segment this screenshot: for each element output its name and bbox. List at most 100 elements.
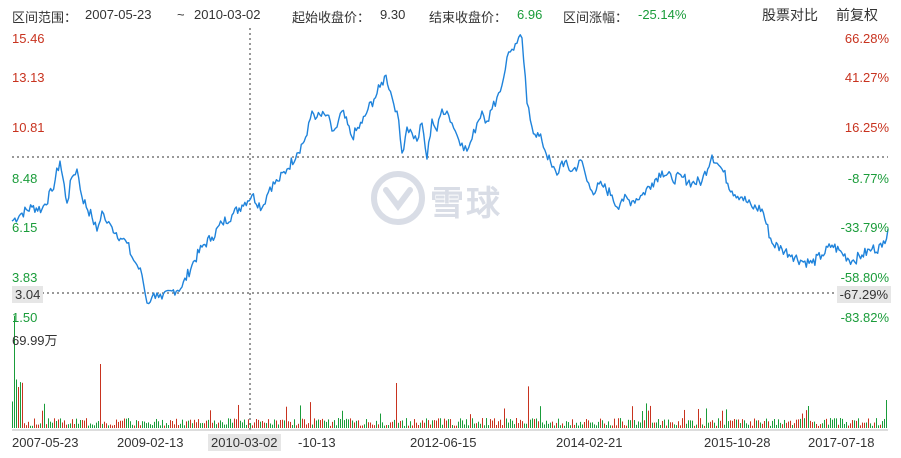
- volume-bar: [556, 422, 557, 428]
- volume-bar: [692, 420, 693, 428]
- volume-bar: [628, 419, 629, 428]
- volume-bar: [418, 425, 419, 428]
- volume-bar: [500, 419, 501, 428]
- volume-bar: [262, 421, 263, 428]
- volume-bar: [328, 419, 329, 428]
- volume-bar: [342, 410, 343, 428]
- volume-bar: [178, 425, 179, 428]
- volume-bar: [814, 421, 815, 428]
- volume-bar: [272, 424, 273, 428]
- volume-bar: [816, 423, 817, 428]
- start-close-label: 起始收盘价：: [292, 10, 371, 25]
- volume-bar: [402, 420, 403, 428]
- volume-bar: [704, 425, 705, 428]
- volume-bar: [664, 419, 665, 428]
- volume-bar: [346, 418, 347, 428]
- forward-adjust-button[interactable]: 前复权: [836, 7, 878, 23]
- volume-bar: [196, 422, 197, 428]
- volume-bar: [642, 411, 643, 428]
- volume-bar: [340, 419, 341, 428]
- volume-bar: [170, 420, 171, 428]
- volume-bar: [720, 420, 721, 428]
- change-value: -25.14%: [638, 7, 687, 22]
- volume-bar: [710, 421, 711, 428]
- volume-bar: [112, 425, 113, 428]
- volume-bar: [504, 408, 505, 428]
- volume-bar: [712, 420, 713, 428]
- volume-bar: [194, 419, 195, 428]
- volume-bar: [70, 423, 71, 428]
- volume-bar: [498, 421, 499, 428]
- volume-bar: [460, 418, 461, 428]
- volume-bar: [564, 425, 565, 428]
- volume-bar: [122, 420, 123, 428]
- volume-bar: [384, 425, 385, 428]
- volume-bar: [54, 418, 55, 428]
- volume-bar: [786, 422, 787, 428]
- volume-bar: [14, 315, 15, 428]
- x-axis-tick: 2014-02-21: [556, 435, 623, 450]
- y-right-tick: 66.28%: [844, 31, 889, 46]
- volume-bar: [432, 420, 433, 428]
- volume-bar: [52, 422, 53, 428]
- volume-bar: [724, 424, 725, 428]
- volume-bar: [286, 406, 287, 428]
- volume-bar: [108, 425, 109, 428]
- volume-bar: [220, 420, 221, 428]
- volume-bar: [434, 420, 435, 428]
- volume-bar: [322, 418, 323, 428]
- volume-bar: [406, 418, 407, 428]
- volume-bar: [100, 364, 101, 428]
- volume-bar: [638, 421, 639, 428]
- volume-bar: [216, 424, 217, 428]
- volume-max-label: 69.99万: [12, 333, 58, 348]
- volume-bar: [560, 425, 561, 428]
- volume-bar: [318, 419, 319, 428]
- volume-bar: [368, 422, 369, 428]
- volume-bar: [250, 423, 251, 428]
- volume-bar: [836, 418, 837, 428]
- volume-bar: [548, 423, 549, 428]
- x-axis-tick: 2007-05-23: [12, 435, 79, 450]
- volume-bar: [802, 413, 803, 428]
- volume-bar: [356, 420, 357, 428]
- volume-bar: [294, 419, 295, 428]
- volume-bar: [838, 424, 839, 428]
- volume-bar: [566, 421, 567, 428]
- volume-bar: [582, 424, 583, 428]
- volume-bar: [690, 420, 691, 428]
- volume-bar: [876, 418, 877, 428]
- start-close-value: 9.30: [380, 7, 406, 22]
- volume-bar: [592, 422, 593, 428]
- volume-bar: [792, 425, 793, 428]
- volume-bar: [320, 420, 321, 428]
- volume-bar: [740, 423, 741, 428]
- volume-bar: [120, 420, 121, 428]
- volume-bar: [104, 421, 105, 428]
- volume-bar: [850, 423, 851, 428]
- volume-bar: [138, 421, 139, 428]
- volume-bar: [84, 420, 85, 428]
- volume-bar: [142, 421, 143, 428]
- volume-bar: [28, 421, 29, 428]
- volume-bar: [656, 422, 657, 428]
- volume-bar: [546, 420, 547, 428]
- volume-bar: [180, 423, 181, 428]
- volume-bar: [468, 425, 469, 428]
- volume-bar: [596, 425, 597, 428]
- volume-bar: [266, 423, 267, 428]
- volume-bar: [790, 420, 791, 428]
- volume-bar: [190, 419, 191, 428]
- volume-bar: [316, 420, 317, 428]
- volume-bar: [206, 420, 207, 428]
- volume-bar: [572, 419, 573, 428]
- volume-bar: [604, 423, 605, 428]
- volume-bar: [746, 423, 747, 428]
- volume-bar: [310, 402, 311, 428]
- volume-bar: [526, 423, 527, 428]
- volume-bar: [344, 420, 345, 428]
- end-close-value: 6.96: [517, 7, 543, 22]
- stock-compare-button[interactable]: 股票对比: [762, 7, 818, 23]
- volume-bar: [382, 422, 383, 428]
